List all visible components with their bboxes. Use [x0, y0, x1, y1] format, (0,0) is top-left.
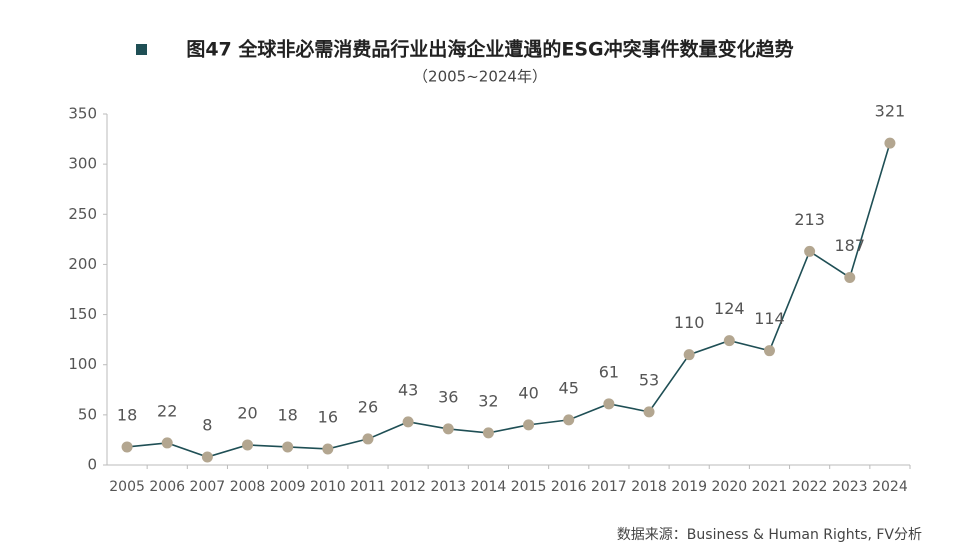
- data-point: [201, 451, 213, 463]
- x-tick-label: 2012: [390, 479, 426, 495]
- y-tick-label: 350: [68, 105, 97, 123]
- y-tick-label: 300: [68, 155, 97, 173]
- y-tick-label: 200: [68, 255, 97, 273]
- data-point: [643, 406, 655, 418]
- data-label: 45: [559, 378, 579, 397]
- x-tick-label: 2024: [872, 479, 908, 495]
- x-tick-label: 2005: [109, 479, 145, 495]
- y-tick-label: 0: [87, 456, 97, 474]
- data-label: 61: [599, 362, 619, 381]
- data-label: 53: [639, 370, 659, 389]
- x-tick-label: 2013: [430, 479, 466, 495]
- x-tick-label: 2022: [792, 479, 828, 495]
- data-point: [482, 427, 494, 439]
- x-tick-label: 2015: [511, 479, 547, 495]
- data-point: [844, 271, 856, 283]
- data-point: [161, 437, 173, 449]
- data-label: 321: [875, 102, 906, 121]
- data-point: [884, 137, 896, 149]
- data-label: 20: [237, 403, 257, 422]
- data-point: [603, 398, 615, 410]
- x-tick-label: 2016: [551, 479, 587, 495]
- data-label: 36: [438, 387, 458, 406]
- x-tick-label: 2023: [832, 479, 868, 495]
- data-label: 22: [157, 401, 177, 420]
- data-point: [804, 245, 816, 257]
- x-tick-label: 2010: [310, 479, 346, 495]
- data-point: [402, 416, 414, 428]
- data-label: 114: [754, 309, 785, 328]
- data-point: [683, 349, 695, 361]
- data-point: [282, 441, 294, 453]
- x-tick-label: 2020: [712, 479, 748, 495]
- data-label: 32: [478, 391, 498, 410]
- y-tick-label: 50: [78, 405, 97, 423]
- x-tick-label: 2008: [230, 479, 266, 495]
- data-label: 26: [358, 397, 378, 416]
- x-tick-label: 2021: [752, 479, 788, 495]
- data-line: [126, 142, 891, 458]
- data-point: [523, 419, 535, 431]
- x-tick-label: 2017: [591, 479, 627, 495]
- data-point: [362, 433, 374, 445]
- data-point: [563, 414, 575, 426]
- data-label: 8: [202, 415, 212, 434]
- x-tick-label: 2018: [631, 479, 667, 495]
- data-label: 43: [398, 380, 418, 399]
- data-label: 18: [277, 405, 297, 424]
- y-tick-label: 250: [68, 205, 97, 223]
- y-tick-label: 100: [68, 355, 97, 373]
- chart-title: 图47 全球非必需消费品行业出海企业遭遇的ESG冲突事件数量变化趋势: [186, 38, 793, 61]
- data-label: 110: [674, 313, 705, 332]
- x-tick-label: 2006: [149, 479, 185, 495]
- x-tick-label: 2011: [350, 479, 386, 495]
- data-point: [242, 439, 254, 451]
- data-point: [763, 345, 775, 357]
- data-label: 16: [318, 407, 338, 426]
- x-tick-label: 2007: [190, 479, 226, 495]
- x-tick-label: 2019: [671, 479, 707, 495]
- data-label: 124: [714, 299, 745, 318]
- data-point: [723, 335, 735, 347]
- data-label: 213: [794, 210, 825, 229]
- x-tick-label: 2009: [270, 479, 306, 495]
- data-label: 40: [518, 383, 538, 402]
- source-note: 数据来源：Business & Human Rights, FV分析: [617, 527, 922, 543]
- data-label: 18: [117, 405, 137, 424]
- data-point: [322, 443, 334, 455]
- data-point: [442, 423, 454, 435]
- chart-subtitle: （2005~2024年）: [413, 68, 547, 86]
- title-marker: [136, 44, 147, 55]
- x-tick-label: 2014: [471, 479, 507, 495]
- data-point: [121, 441, 133, 453]
- y-tick-label: 150: [68, 305, 97, 323]
- data-label: 187: [835, 236, 866, 255]
